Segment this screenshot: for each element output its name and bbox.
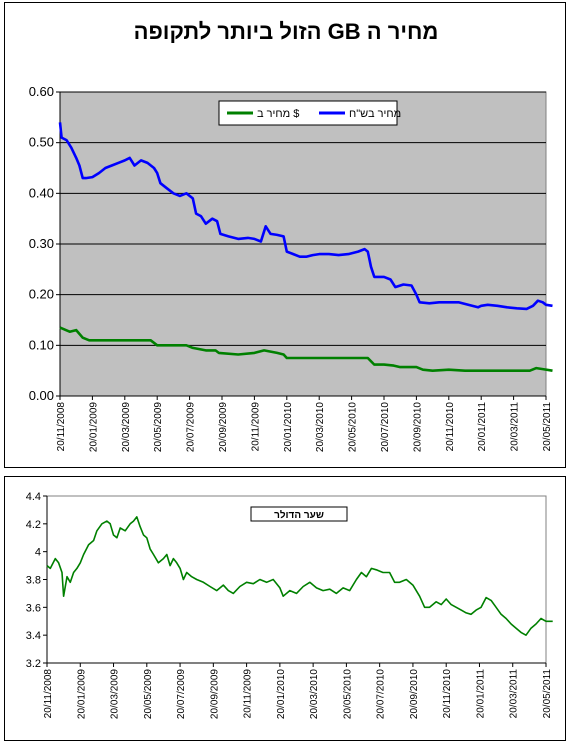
x-tick-label: 20/11/2010 (445, 402, 456, 452)
y-tick-label: 0.00 (29, 388, 54, 403)
usd-rate-legend: שער הדולר (250, 506, 348, 522)
y-tick-label: 4.4 (26, 491, 41, 503)
x-tick-label: 20/11/2010 (442, 669, 453, 719)
x-tick-label: 20/07/2010 (380, 402, 391, 452)
x-tick-label: 20/11/2008 (56, 402, 67, 452)
legend-label: מחיר בש"ח (349, 108, 401, 120)
price-legend: מחיר ב $ מחיר בש"ח (218, 100, 401, 126)
x-tick-label: 20/03/2011 (509, 669, 520, 719)
price-gridlines (60, 91, 546, 346)
y-tick-label: 4 (35, 547, 41, 559)
price-chart: מחיר ה GB הזול ביותר לתקופה 0.00 0.10 0.20… (29, 19, 553, 452)
y-tick-label: 0.10 (29, 337, 54, 352)
x-tick-label: 20/01/2009 (88, 402, 99, 452)
x-tick-label: 20/09/2009 (218, 402, 229, 452)
y-tick-label: 3.2 (26, 658, 41, 670)
x-tick-label: 20/07/2009 (176, 669, 187, 719)
x-tick-label: 20/09/2010 (409, 669, 420, 719)
x-tick-label: 20/05/2010 (348, 402, 359, 452)
y-tick-label: 0.60 (29, 84, 54, 99)
y-tick-label: 4.2 (26, 519, 41, 531)
x-tick-label: 20/03/2009 (110, 669, 121, 719)
x-tick-label: 20/01/2009 (76, 669, 87, 719)
x-tick-label: 20/03/2010 (315, 402, 326, 452)
x-tick-label: 20/09/2009 (209, 669, 220, 719)
y-tick-label: 0.40 (29, 185, 54, 200)
price-x-axis: 20/11/2008 20/01/2009 20/03/2009 20/05/2009… (56, 395, 553, 452)
y-tick-label: 3.8 (26, 575, 41, 587)
x-tick-label: 20/05/2011 (542, 402, 553, 452)
x-tick-label: 20/05/2010 (342, 669, 353, 719)
usd-rate-chart: 3.2 3.4 3.6 3.8 4 4.2 4.4 20/11/2008 20/01/2009… (26, 491, 553, 719)
x-tick-label: 20/01/2011 (475, 669, 486, 719)
series-line-0 (58, 122, 553, 311)
y-tick-label: 3.6 (26, 602, 41, 614)
y-tick-label: 3.4 (26, 630, 41, 642)
series-line-1 (59, 326, 553, 372)
usd-rate-y-axis: 3.2 3.4 3.6 3.8 4 4.2 4.4 (26, 491, 48, 670)
price-chart-panel: מחיר ה GB הזול ביותר לתקופה 0.00 0.10 0.20… (4, 2, 566, 468)
x-tick-label: 20/01/2010 (276, 669, 287, 719)
legend-box (250, 506, 348, 522)
usd-rate-series-line (46, 516, 553, 636)
price-chart-title: מחיר ה GB הזול ביותר לתקופה (134, 19, 439, 44)
x-tick-label: 20/03/2009 (121, 402, 132, 452)
y-tick-label: 0.20 (29, 287, 54, 302)
usd-rate-x-axis: 20/11/2008 20/01/2009 20/03/2009 20/05/2009… (43, 662, 553, 719)
x-tick-label: 20/11/2008 (43, 669, 54, 719)
x-tick-label: 20/03/2011 (510, 402, 521, 452)
legend-label: מחיר ב $ (257, 108, 299, 120)
x-tick-label: 20/09/2010 (412, 402, 423, 452)
x-tick-label: 20/07/2010 (376, 669, 387, 719)
x-tick-label: 20/05/2009 (153, 402, 164, 452)
series-line-0 (46, 516, 553, 636)
y-tick-label: 0.50 (29, 135, 54, 150)
x-tick-label: 20/07/2009 (186, 402, 197, 452)
legend-label: שער הדולר (274, 509, 324, 521)
usd-rate-chart-panel: 3.2 3.4 3.6 3.8 4 4.2 4.4 20/11/2008 20/01/2009… (4, 476, 566, 741)
x-tick-label: 20/03/2010 (309, 669, 320, 719)
x-tick-label: 20/01/2010 (283, 402, 294, 452)
price-y-axis: 0.00 0.10 0.20 0.30 0.40 0.50 0.60 (29, 84, 61, 403)
x-tick-label: 20/05/2009 (143, 669, 154, 719)
x-tick-label: 20/11/2009 (250, 402, 261, 452)
y-tick-label: 0.30 (29, 236, 54, 251)
x-tick-label: 20/11/2009 (243, 669, 254, 719)
x-tick-label: 20/01/2011 (477, 402, 488, 452)
x-tick-label: 20/05/2011 (542, 669, 553, 719)
price-series-lines (58, 122, 553, 372)
